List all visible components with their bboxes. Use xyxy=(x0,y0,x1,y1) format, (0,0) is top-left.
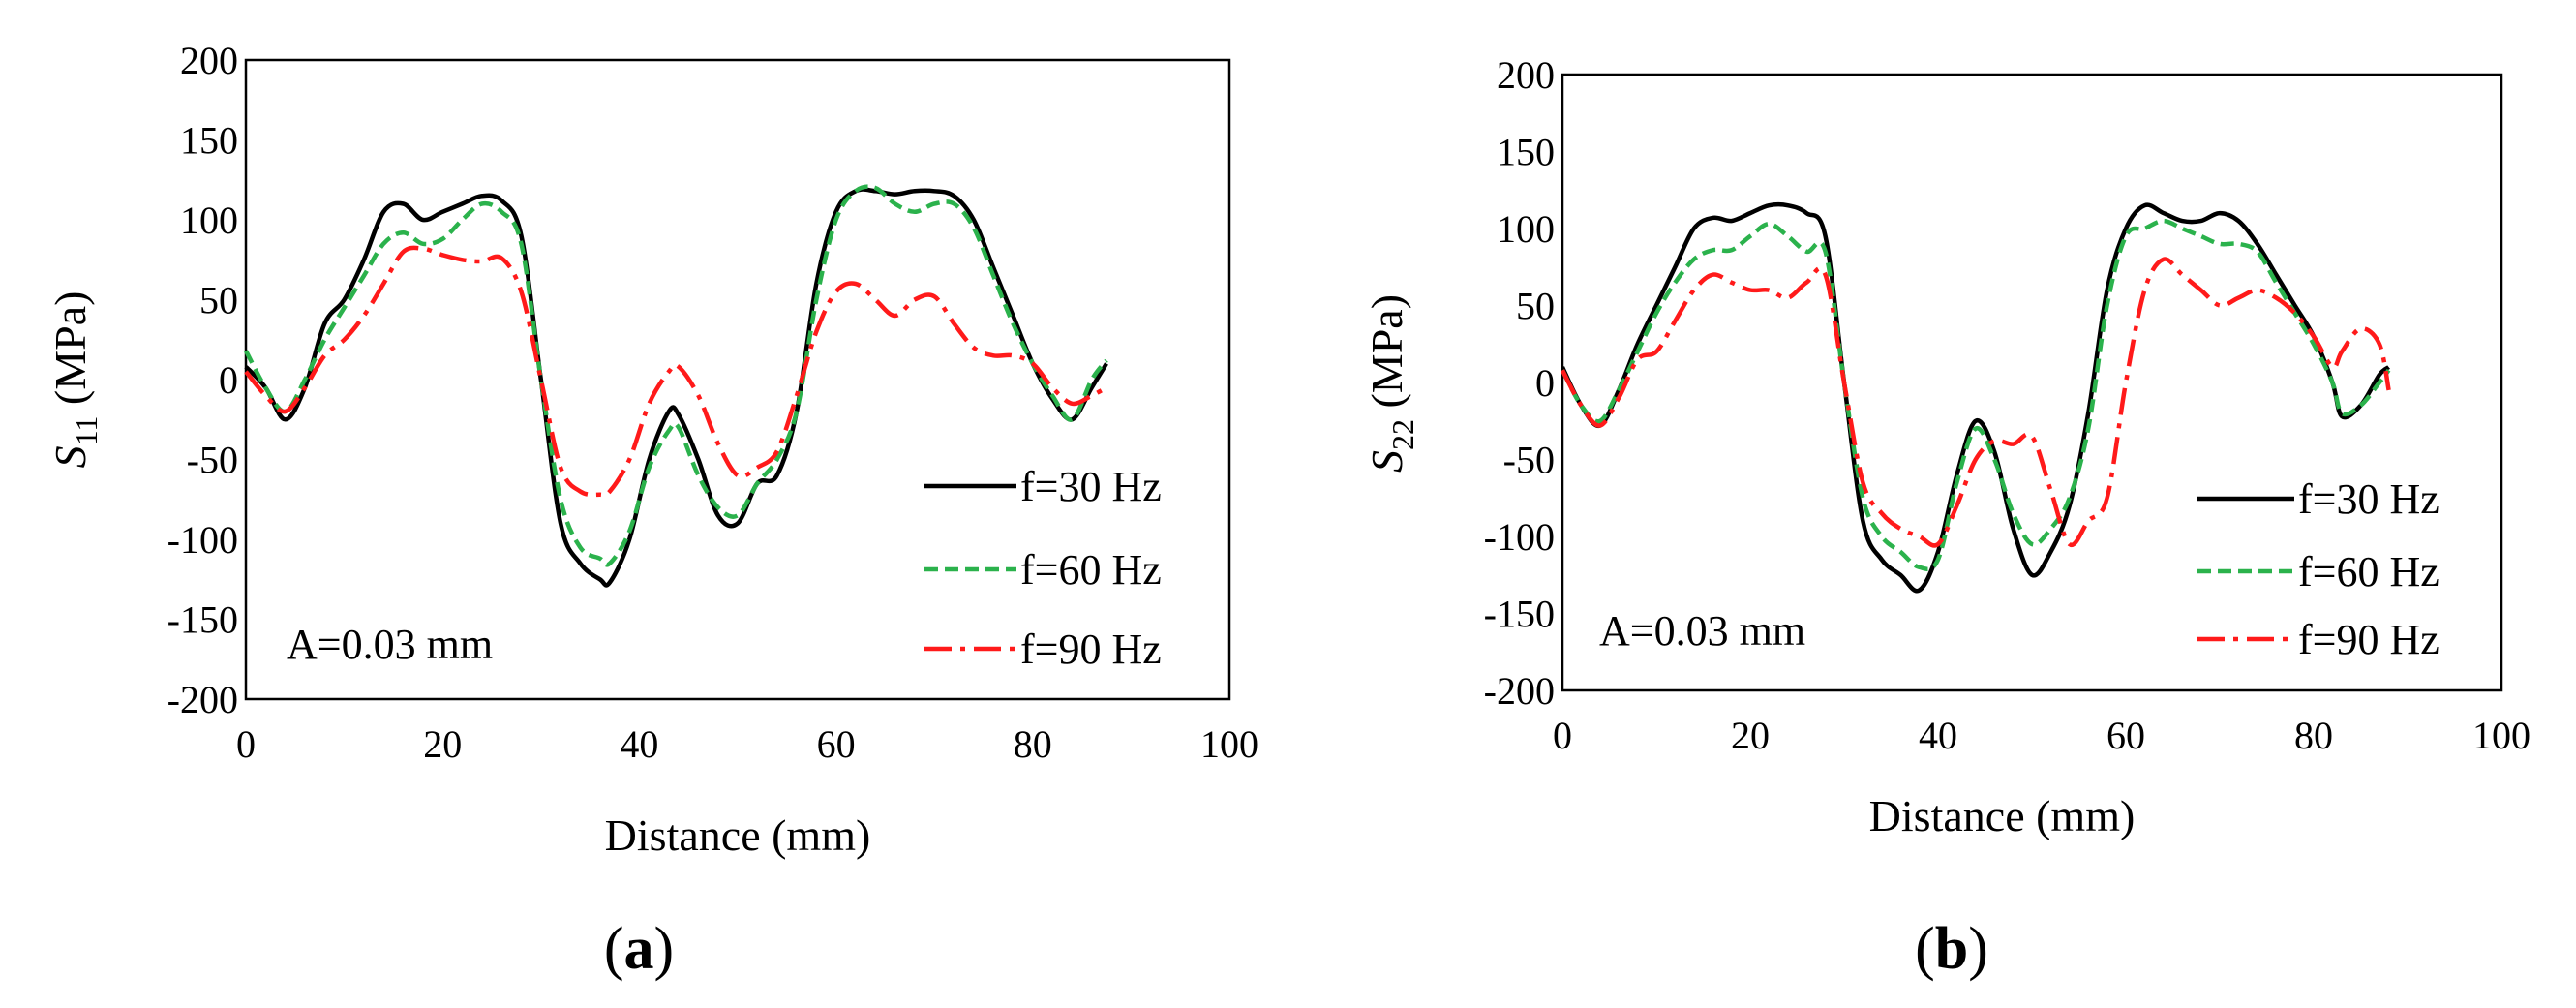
amplitude-annotation-b: A=0.03 mm xyxy=(1599,607,1805,655)
y-tick-label: -100 xyxy=(167,518,238,562)
x-ticks-a: 0 20 40 60 80 100 xyxy=(236,722,1258,766)
y-tick-label: 100 xyxy=(1497,207,1555,251)
x-axis-title-a: Distance (mm) xyxy=(605,810,871,860)
legend-label-60hz-b: f=60 Hz xyxy=(2298,548,2440,596)
legend-label-90hz-b: f=90 Hz xyxy=(2298,616,2440,663)
series-line-f-90-hz-a xyxy=(244,245,1108,498)
x-tick-label: 0 xyxy=(1553,714,1572,757)
x-ticks-b: 0 20 40 60 80 100 xyxy=(1553,714,2531,757)
y-tick-label: -50 xyxy=(1503,439,1555,482)
legend-a: f=30 Hz f=60 Hz f=90 Hz xyxy=(924,463,1162,673)
x-axis-title-b: Distance (mm) xyxy=(1869,791,2136,840)
series-line-f-90-hz-b xyxy=(1561,257,2391,548)
y-tick-label: -100 xyxy=(1484,515,1555,559)
y-tick-label: 150 xyxy=(180,119,238,163)
y-tick-label: 150 xyxy=(1497,131,1555,174)
y-tick-label: -200 xyxy=(167,678,238,721)
x-tick-label: 80 xyxy=(2294,714,2333,757)
x-tick-label: 40 xyxy=(1919,714,1957,757)
legend-label-30hz-a: f=30 Hz xyxy=(1020,463,1162,510)
y-tick-label: 50 xyxy=(199,279,238,322)
series-line-f-30-hz-a xyxy=(244,187,1108,588)
panel-caption-b: (b) xyxy=(1915,916,1988,982)
legend-label-90hz-a: f=90 Hz xyxy=(1020,626,1162,673)
legend-label-60hz-a: f=60 Hz xyxy=(1020,546,1162,594)
legend-label-30hz-b: f=30 Hz xyxy=(2298,475,2440,523)
x-tick-label: 100 xyxy=(2472,714,2531,757)
series-b xyxy=(1560,201,2391,594)
y-tick-label: -150 xyxy=(167,598,238,642)
x-tick-label: 40 xyxy=(620,722,658,766)
y-tick-label: 50 xyxy=(1516,285,1555,328)
legend-b: f=30 Hz f=60 Hz f=90 Hz xyxy=(2197,475,2440,663)
y-tick-label: 0 xyxy=(219,358,238,402)
y-ticks-a: 200 150 100 50 0 -50 -100 -150 -200 xyxy=(167,39,238,721)
series-line-f-30-hz-b xyxy=(1560,201,2391,594)
y-tick-label: -200 xyxy=(1484,669,1555,713)
y-tick-label: -50 xyxy=(187,439,238,482)
y-axis-title-a: S11 (MPa) xyxy=(45,291,104,469)
y-ticks-b: 200 150 100 50 0 -50 -100 -150 -200 xyxy=(1484,53,1555,713)
y-tick-label: 200 xyxy=(1497,53,1555,97)
x-tick-label: 80 xyxy=(1014,722,1052,766)
panel-caption-a: (a) xyxy=(604,916,674,982)
y-tick-label: 100 xyxy=(180,199,238,242)
x-tick-label: 20 xyxy=(423,722,462,766)
x-tick-label: 60 xyxy=(817,722,856,766)
series-line-f-60-hz-b xyxy=(1560,218,2391,572)
series-line-f-60-hz-a xyxy=(244,184,1108,567)
x-tick-label: 20 xyxy=(1731,714,1770,757)
y-tick-label: -150 xyxy=(1484,593,1555,636)
x-tick-label: 0 xyxy=(236,722,256,766)
plot-frame-a xyxy=(244,58,1231,701)
y-axis-title-b: S22 (MPa) xyxy=(1362,294,1420,473)
y-tick-label: 0 xyxy=(1535,361,1555,405)
plot-frame-b xyxy=(1561,73,2503,692)
chart-a: 0 20 40 60 80 100 200 150 100 50 0 -50 -100 -150 -200… xyxy=(45,39,1258,982)
x-tick-label: 100 xyxy=(1200,722,1258,766)
series-a xyxy=(244,184,1108,588)
x-tick-label: 60 xyxy=(2106,714,2145,757)
y-tick-label: 200 xyxy=(180,39,238,82)
amplitude-annotation-a: A=0.03 mm xyxy=(287,621,493,668)
chart-b: 0 20 40 60 80 100 200 150 100 50 0 -50 -100 -150 -200… xyxy=(1362,53,2531,982)
